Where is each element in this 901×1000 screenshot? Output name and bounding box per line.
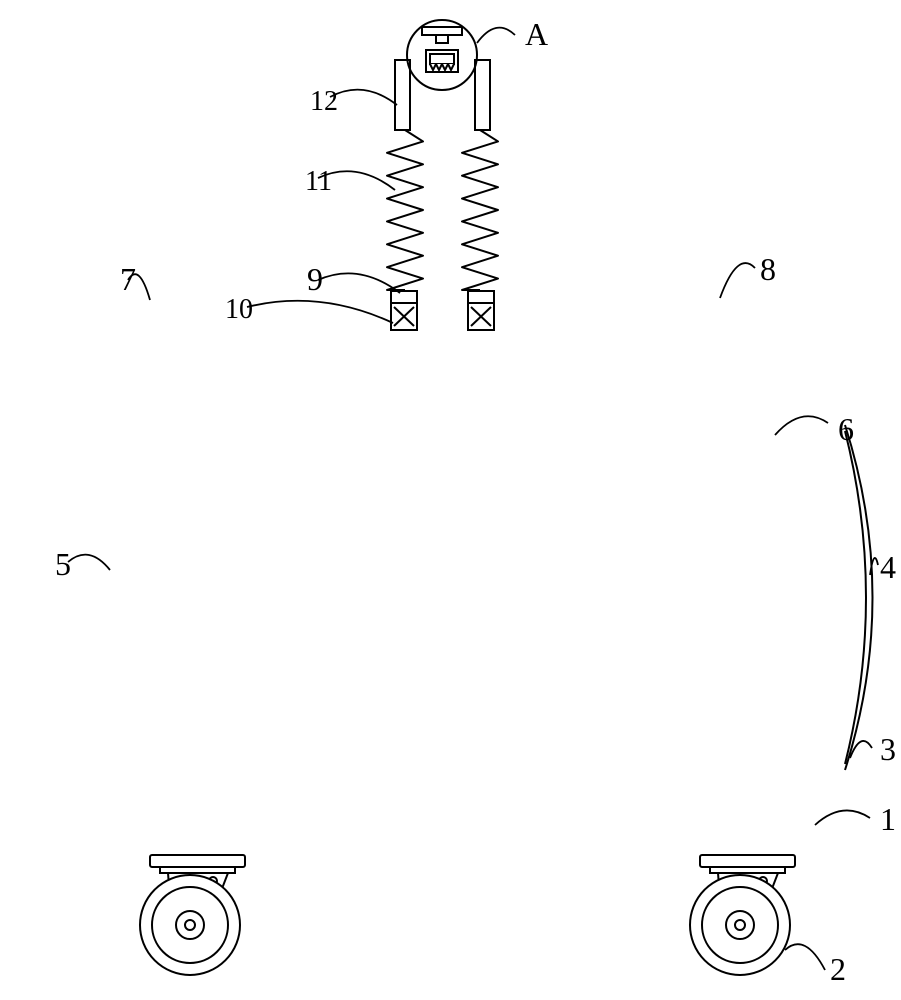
head-top-bar — [422, 27, 462, 35]
label-L8: 8 — [760, 251, 776, 287]
caster-hub — [726, 911, 754, 939]
leader — [68, 555, 110, 570]
handle-outer — [845, 425, 873, 770]
caster-hub — [176, 911, 204, 939]
label-L7: 7 — [120, 261, 136, 297]
rod-base-top — [391, 291, 417, 303]
label-L10: 10 — [225, 294, 253, 325]
rod-right — [475, 60, 490, 130]
head-inner — [430, 54, 454, 64]
label-L2: 2 — [830, 951, 846, 987]
rod-base-top — [468, 291, 494, 303]
label-L5: 5 — [55, 546, 71, 582]
leader — [720, 263, 755, 298]
leader — [477, 28, 515, 43]
leader — [785, 944, 825, 970]
label-L4: 4 — [880, 549, 896, 585]
label-L11: 11 — [305, 166, 332, 197]
leader — [815, 810, 870, 825]
head-top-stem — [436, 35, 448, 43]
label-L1: 1 — [880, 801, 896, 837]
label-L12: 12 — [310, 86, 338, 117]
label-L3: 3 — [880, 731, 896, 767]
leader — [247, 301, 393, 323]
spring — [462, 130, 498, 290]
label-L9: 9 — [307, 261, 323, 297]
caster-mount — [700, 855, 795, 867]
leader — [330, 90, 397, 105]
leader — [775, 416, 828, 435]
rod-left — [395, 60, 410, 130]
caster-mount — [150, 855, 245, 867]
label-A: A — [525, 16, 548, 52]
label-L6: 6 — [838, 411, 854, 447]
handle-inner — [845, 431, 866, 764]
spring — [387, 130, 423, 290]
